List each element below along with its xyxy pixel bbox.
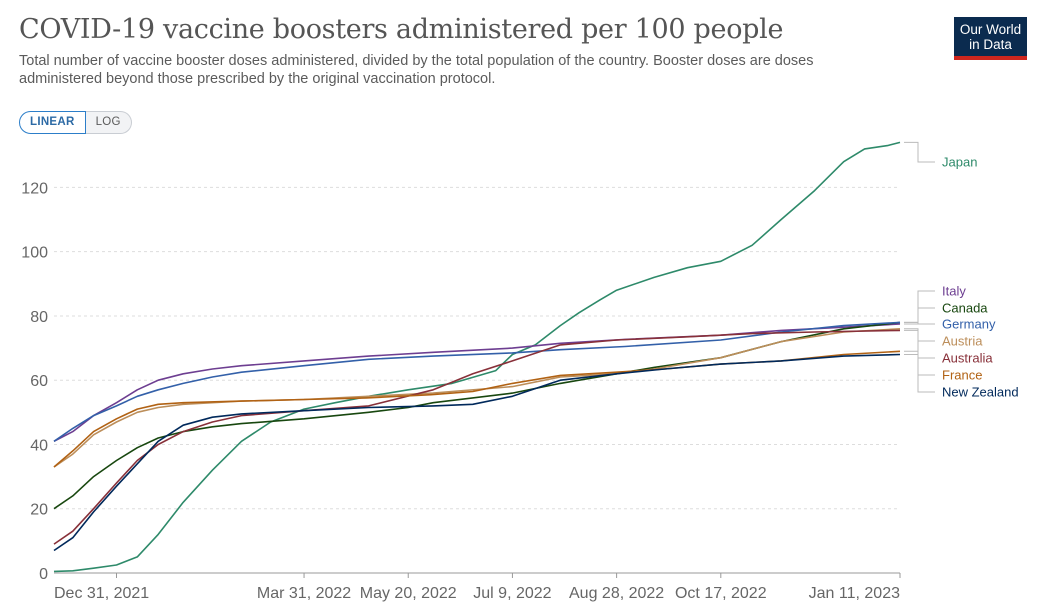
legend-connector-germany xyxy=(904,321,935,325)
legend-connector-japan xyxy=(904,141,935,163)
x-tick-label: Aug 28, 2022 xyxy=(569,585,664,602)
legend-label-new-zealand: New Zealand xyxy=(942,385,1019,400)
linear-scale-button[interactable]: LINEAR xyxy=(19,111,86,134)
x-tick-label: Oct 17, 2022 xyxy=(675,585,767,602)
y-tick-label: 40 xyxy=(30,437,48,454)
y-tick-label: 100 xyxy=(21,245,48,262)
series-line-france xyxy=(53,350,901,468)
series-line-italy xyxy=(53,323,901,443)
legend-label-canada: Canada xyxy=(942,301,988,316)
legend-label-france: France xyxy=(942,368,982,383)
y-tick-label: 60 xyxy=(30,373,48,390)
x-tick-label: Jan 11, 2023 xyxy=(809,585,900,602)
legend-connector-australia xyxy=(904,329,935,359)
y-tick-label: 20 xyxy=(30,502,48,519)
log-scale-button[interactable]: LOG xyxy=(85,111,132,134)
legend-label-austria: Austria xyxy=(942,334,983,349)
legend-connector-new-zealand xyxy=(904,354,935,393)
legend-label-australia: Australia xyxy=(942,351,993,366)
series-line-germany xyxy=(53,321,901,442)
scale-toggle: LINEAR LOG xyxy=(19,111,132,134)
series-line-australia xyxy=(53,329,901,545)
y-tick-label: 120 xyxy=(21,180,48,197)
legend-label-germany: Germany xyxy=(942,317,996,332)
x-tick-label: Dec 31, 2021 xyxy=(54,585,149,602)
legend-label-japan: Japan xyxy=(942,155,977,170)
chart-subtitle: Total number of vaccine booster doses ad… xyxy=(19,53,814,87)
y-tick-label: 0 xyxy=(39,566,48,583)
x-tick-label: May 20, 2022 xyxy=(360,585,457,602)
legend-connector-canada xyxy=(904,307,935,323)
x-tick-label: Mar 31, 2022 xyxy=(257,585,351,602)
y-tick-label: 80 xyxy=(30,309,48,326)
line-chart: 0 20 40 60 80 100 120 Dec 31, 2021 Mar 31, 2022 M… xyxy=(21,141,1019,602)
series-line-new-zealand xyxy=(53,353,901,552)
logo-line-2: in Data xyxy=(969,37,1012,52)
chart-title: COVID-19 vaccine boosters administered p… xyxy=(19,14,784,45)
x-tick-label: Jul 9, 2022 xyxy=(473,585,551,602)
legend-label-italy: Italy xyxy=(942,284,966,299)
series-line-japan xyxy=(53,141,901,573)
logo-line-1: Our World xyxy=(959,22,1022,37)
series-line-austria xyxy=(53,328,901,468)
owid-logo[interactable]: Our World in Data xyxy=(954,17,1027,60)
